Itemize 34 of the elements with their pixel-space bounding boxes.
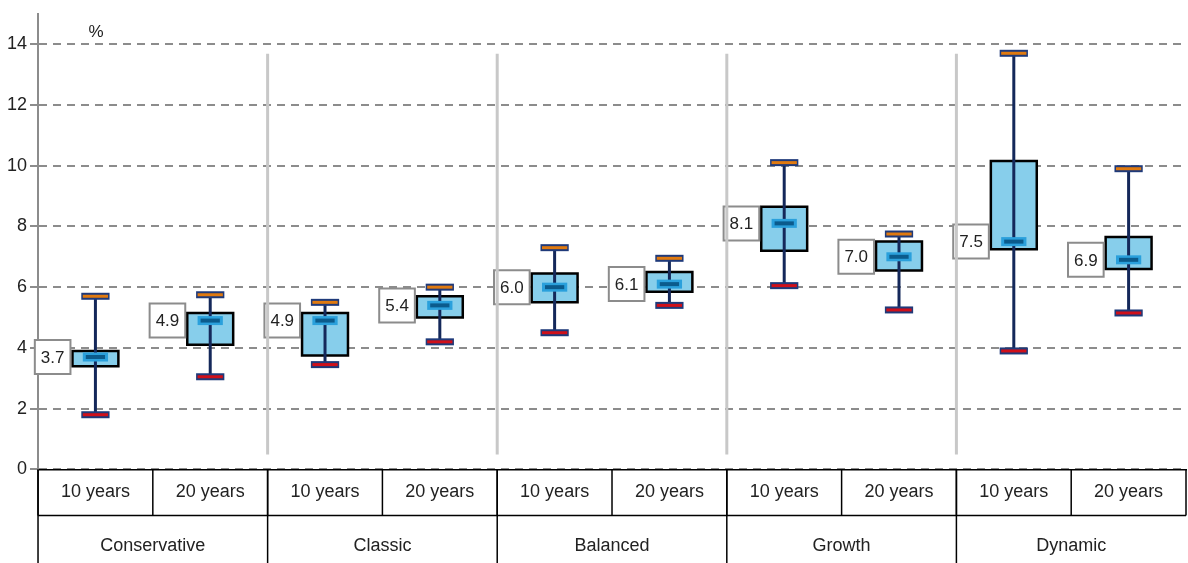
x-tick-label: 10 years	[979, 481, 1049, 502]
text: 7.5	[959, 232, 983, 252]
y-tick-label: 12	[6, 93, 28, 114]
x-tick-label: 20 years	[175, 481, 245, 502]
y-tick-label: 10	[6, 154, 28, 175]
text: Dynamic	[1036, 535, 1107, 556]
x-tick-label: 10 years	[749, 481, 819, 502]
x-tick-label: 10 years	[520, 481, 590, 502]
y-tick-label: 6	[17, 276, 28, 297]
x-tick-label: 20 years	[1094, 481, 1164, 502]
text: 7.0	[844, 247, 869, 267]
text: Classic	[353, 535, 412, 556]
text: Balanced	[574, 535, 650, 556]
y-tick-label: 2	[17, 397, 28, 418]
text: 3.7	[40, 347, 65, 367]
text: 4.9	[155, 311, 180, 331]
x-tick-label: 20 years	[864, 481, 934, 502]
y-tick-label: 0	[17, 458, 28, 479]
x-tick-label: 20 years	[405, 481, 475, 502]
x-tick-label: 20 years	[634, 481, 704, 502]
text: 5.4	[385, 296, 409, 316]
x-tick-label: 10 years	[60, 481, 130, 502]
text: Conservative	[100, 535, 206, 556]
text: 6.1	[614, 274, 639, 294]
text: 8.1	[729, 214, 754, 234]
text: 4.9	[270, 311, 295, 331]
text: 6.0	[500, 277, 524, 297]
text: 6.9	[1074, 250, 1098, 270]
y-tick-label: 14	[6, 33, 28, 54]
y-axis-title: %	[88, 21, 104, 41]
x-tick-label: 10 years	[290, 481, 360, 502]
y-tick-label: 8	[17, 215, 28, 236]
y-tick-label: 4	[17, 336, 28, 357]
text: Growth	[812, 535, 871, 556]
